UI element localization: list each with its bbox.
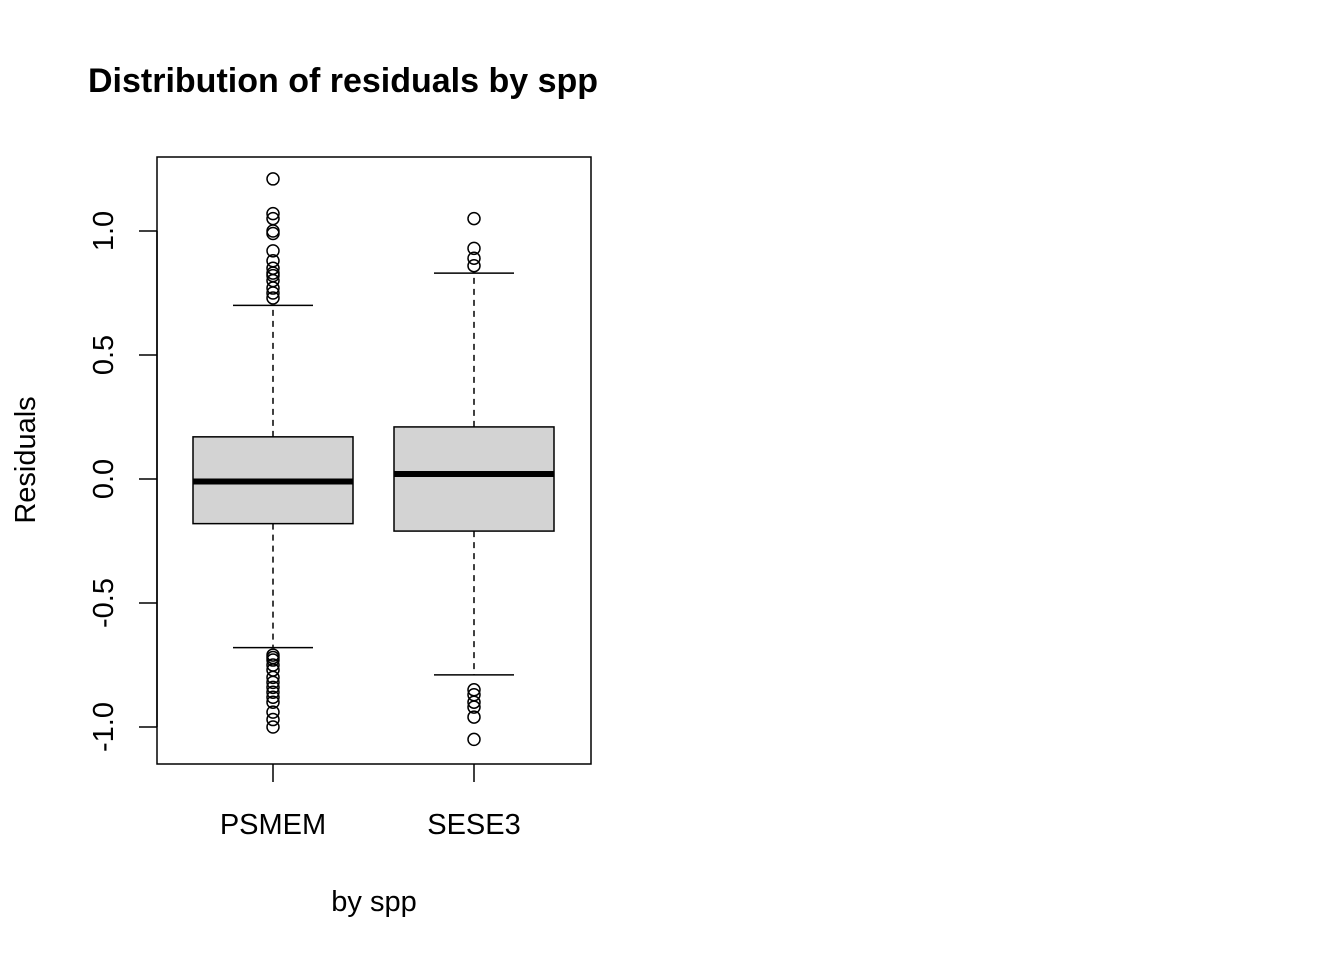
outlier-point: [266, 720, 280, 734]
chart-title: Distribution of residuals by spp: [88, 62, 598, 100]
outlier-point: [266, 685, 280, 700]
outlier-point: [266, 712, 280, 727]
box-group-sese3: [393, 211, 555, 747]
outlier-point: [266, 695, 280, 709]
y-axis-label: Residuals: [10, 396, 42, 523]
outlier-point: [266, 291, 280, 305]
outlier-point: [266, 690, 280, 704]
y-tick-label: -1.0: [88, 702, 120, 752]
outlier-point: [266, 286, 280, 300]
outlier-point: [266, 670, 280, 685]
boxes: [192, 172, 555, 747]
outlier-point: [266, 244, 280, 258]
x-tick-label: PSMEM: [220, 809, 326, 841]
y-tick-label: 0.5: [88, 335, 120, 375]
outlier-point: [467, 241, 481, 256]
x-axis: PSMEM SESE3: [220, 764, 521, 841]
outlier-point: [266, 172, 280, 186]
outlier-point: [467, 710, 481, 724]
outlier-point: [266, 281, 280, 295]
box-group-psmem: [192, 172, 354, 734]
outlier-point: [467, 251, 481, 266]
y-tick-label: -0.5: [88, 578, 120, 628]
y-tick-label: 1.0: [88, 211, 120, 251]
outlier-point: [266, 226, 280, 241]
outlier-point: [266, 206, 280, 221]
outlier-point: [467, 211, 481, 226]
outlier-point: [266, 653, 280, 667]
y-tick-label: 0.0: [88, 459, 120, 499]
box-iqr: [393, 426, 555, 532]
outlier-point: [266, 705, 280, 719]
outlier-point: [266, 680, 280, 695]
outlier-point: [467, 732, 481, 747]
outlier-point: [467, 700, 481, 714]
y-axis: -1.0 -0.5 0.0 0.5 1.0: [88, 211, 158, 752]
outlier-point: [266, 675, 280, 690]
x-tick-label: SESE3: [427, 809, 521, 841]
outlier-point: [467, 695, 481, 709]
outlier-point: [467, 258, 481, 273]
x-axis-label: by spp: [331, 886, 416, 918]
